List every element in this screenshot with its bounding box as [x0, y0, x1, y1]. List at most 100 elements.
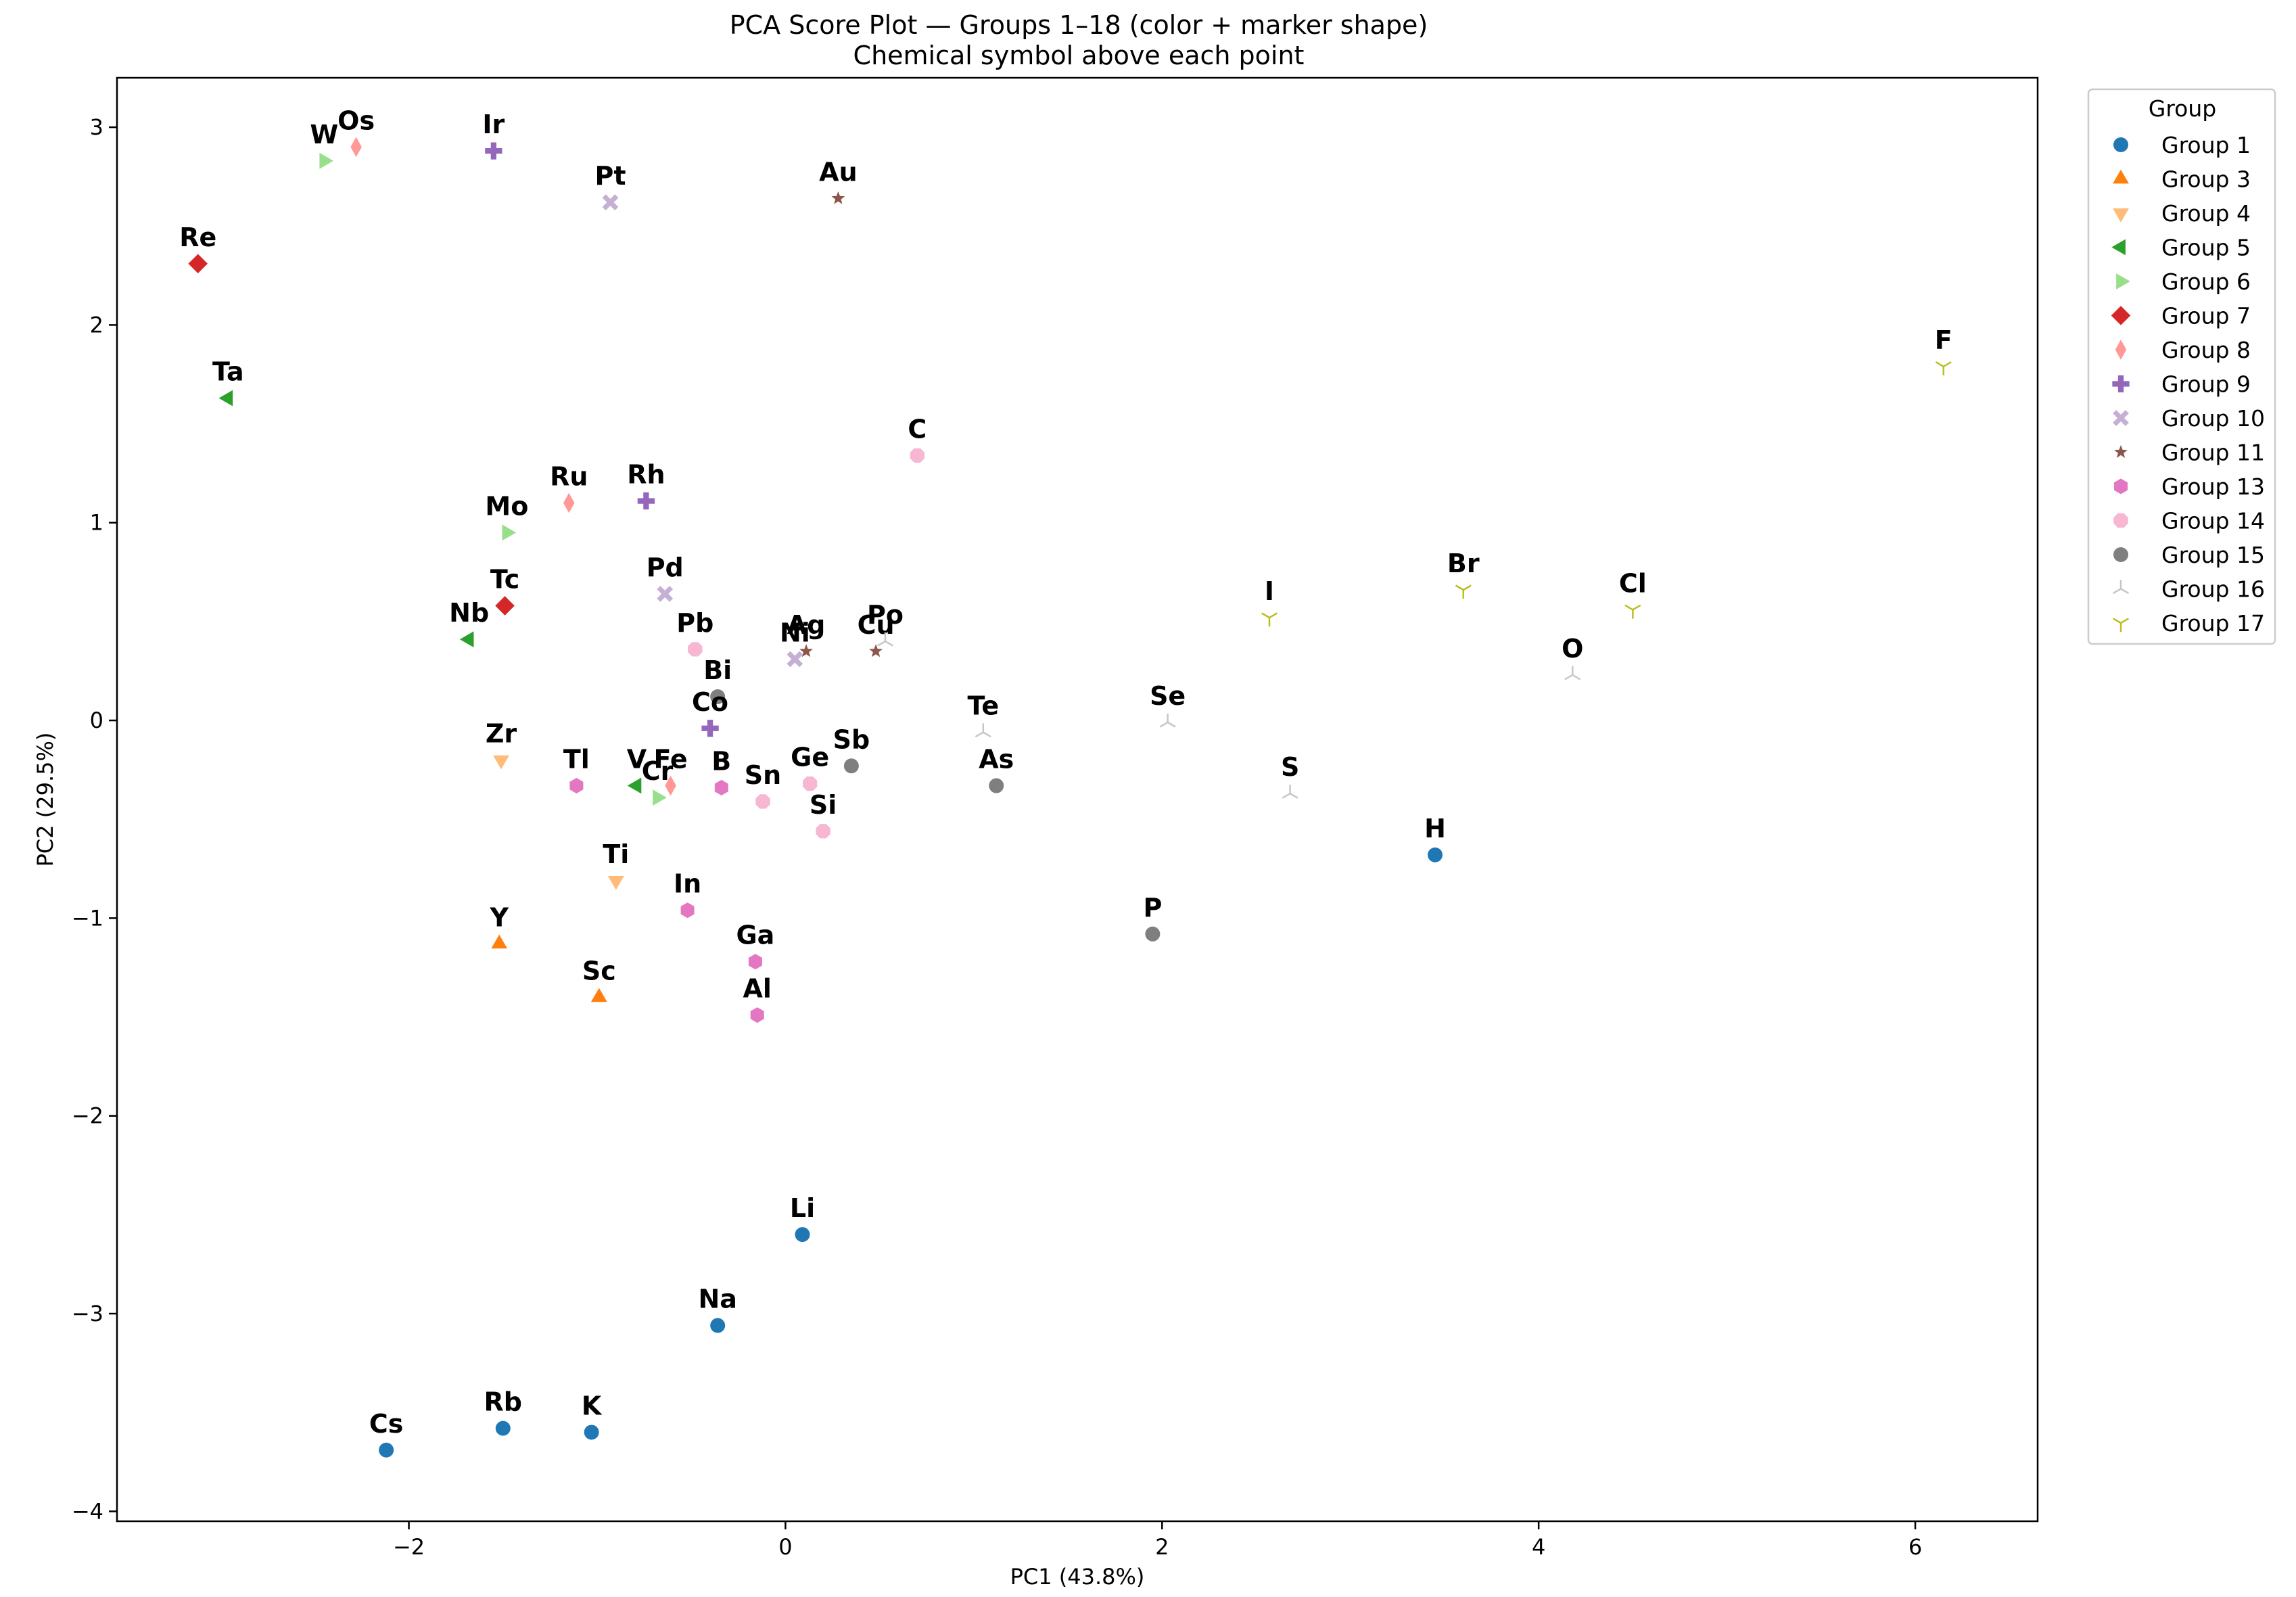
point-label-rb: Rb — [484, 1387, 522, 1417]
legend-marker-group-3 — [2113, 169, 2129, 184]
legend-marker-group-9 — [2112, 375, 2130, 393]
data-point-sc — [590, 988, 607, 1002]
point-label-fe: Fe — [653, 745, 687, 774]
data-point-cu — [869, 644, 883, 657]
data-point-bi — [710, 689, 726, 704]
plot-area-frame — [116, 76, 2039, 1523]
point-label-as: As — [979, 745, 1014, 774]
legend-label-group-9: Group 9 — [2161, 371, 2251, 398]
data-point-c — [910, 448, 924, 463]
legend-label-group-10: Group 10 — [2161, 405, 2265, 432]
y-tick-label: −1 — [72, 905, 103, 931]
point-label-cs: Cs — [369, 1409, 404, 1439]
data-point-os — [350, 137, 362, 158]
ticks-layer: −2 0 2 4 6 −4 −3 −2 −1 0 1 2 3 — [72, 114, 1922, 1560]
legend-marker-group-5 — [2111, 239, 2126, 256]
x-tick-label: 2 — [1155, 1534, 1169, 1560]
point-label-pt: Pt — [594, 161, 626, 191]
point-label-y: Y — [489, 902, 509, 932]
point-label-v: V — [627, 745, 647, 774]
point-label-k: K — [582, 1391, 603, 1420]
legend-label-group-5: Group 5 — [2161, 235, 2251, 261]
data-point-pt — [602, 194, 619, 211]
data-point-pb — [688, 642, 703, 657]
point-label-po: Po — [867, 600, 904, 630]
data-point-s — [1282, 784, 1298, 799]
point-label-sb: Sb — [833, 724, 870, 754]
data-point-si — [816, 824, 830, 839]
point-label-rh: Rh — [627, 460, 665, 490]
y-tick-label: −4 — [72, 1498, 103, 1524]
point-label-f: F — [1935, 325, 1952, 355]
data-point-cs — [379, 1442, 394, 1458]
data-point-tl — [569, 778, 584, 794]
legend-marker-group-16 — [2112, 580, 2130, 595]
data-point-rh — [637, 492, 655, 510]
data-point-cr — [653, 789, 667, 806]
data-point-ga — [748, 954, 762, 970]
chart-title: PCA Score Plot — Groups 1–18 (color + ma… — [730, 10, 1428, 40]
point-label-w: W — [310, 120, 338, 149]
point-label-si: Si — [810, 790, 837, 820]
legend-marker-group-8 — [2115, 340, 2127, 360]
point-label-os: Os — [337, 106, 375, 135]
data-point-fe — [665, 775, 676, 796]
data-point-w — [319, 152, 333, 169]
point-label-cl: Cl — [1619, 568, 1647, 598]
point-label-ni: Ni — [780, 618, 810, 647]
legend-label-group-6: Group 6 — [2161, 269, 2251, 295]
point-label-na: Na — [698, 1284, 736, 1314]
data-point-ta — [218, 390, 233, 407]
point-label-h: H — [1424, 814, 1446, 843]
data-point-v — [627, 777, 642, 794]
y-tick-label: 3 — [90, 114, 103, 140]
point-label-ga: Ga — [736, 921, 774, 950]
y-tick-label: 1 — [90, 510, 103, 536]
data-point-ag — [799, 644, 813, 657]
legend-marker-group-10 — [2113, 410, 2129, 426]
point-label-in: In — [674, 869, 701, 899]
legend-label-group-17: Group 17 — [2161, 610, 2265, 637]
data-point-in — [680, 902, 695, 919]
data-point-zr — [493, 755, 509, 770]
legend-title: Group — [2149, 95, 2216, 122]
point-label-b: B — [711, 746, 731, 776]
x-axis-label: PC1 (43.8%) — [1010, 1564, 1145, 1590]
data-point-li — [795, 1227, 810, 1243]
data-point-as — [989, 778, 1004, 793]
data-point-sb — [843, 758, 859, 774]
data-point-na — [710, 1318, 726, 1333]
data-point-ni — [787, 651, 803, 668]
data-point-br — [1455, 584, 1472, 599]
legend-label-group-16: Group 16 — [2161, 576, 2265, 603]
data-point-pd — [657, 586, 674, 602]
data-point-se — [1159, 713, 1176, 728]
data-point-ir — [485, 142, 502, 160]
point-label-se: Se — [1150, 681, 1186, 711]
x-tick-label: −2 — [393, 1534, 425, 1560]
data-point-k — [584, 1425, 599, 1440]
point-label-co: Co — [692, 687, 728, 717]
point-label-ru: Ru — [550, 462, 588, 492]
point-label-zr: Zr — [486, 719, 517, 749]
point-label-pd: Pd — [647, 553, 684, 582]
point-label-nb: Nb — [449, 598, 489, 628]
point-label-ti: Ti — [603, 839, 629, 869]
y-tick-label: 0 — [90, 708, 103, 733]
legend-label-group-4: Group 4 — [2161, 200, 2251, 227]
legend-items: Group 1 Group 3 Group 4 Group 5 Group 6 Group… — [2111, 132, 2265, 637]
point-label-c: C — [908, 414, 927, 444]
legend-marker-group-1 — [2113, 137, 2128, 152]
point-label-al: Al — [743, 974, 771, 1004]
data-point-p — [1145, 926, 1161, 942]
point-label-p: P — [1143, 893, 1162, 923]
point-label-pb: Pb — [676, 608, 713, 638]
point-label-ta: Ta — [212, 357, 244, 387]
legend-label-group-1: Group 1 — [2161, 132, 2251, 158]
point-label-o: O — [1562, 634, 1583, 664]
legend-label-group-7: Group 7 — [2161, 303, 2251, 329]
point-label-te: Te — [967, 691, 999, 721]
data-point-al — [750, 1007, 764, 1023]
data-point-tc — [495, 596, 515, 616]
